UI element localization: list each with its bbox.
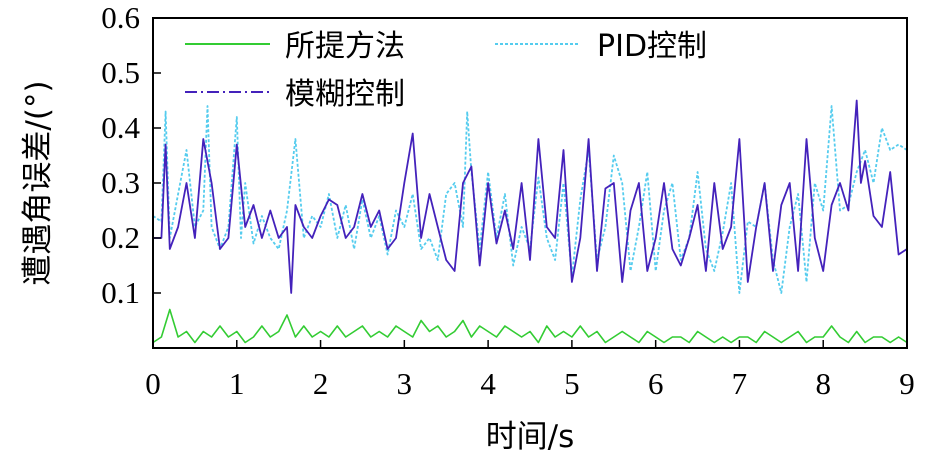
legend: 所提方法 PID控制 模糊控制 xyxy=(185,29,707,112)
x-tick-label: 0 xyxy=(145,366,161,401)
y-tick-labels: 0.1 0.2 0.3 0.4 0.5 0.6 xyxy=(101,0,140,310)
y-tick-label: 0.6 xyxy=(101,0,140,35)
y-axis-title: 遭遇角误差/(°) xyxy=(20,80,56,285)
x-tick-label: 5 xyxy=(564,366,580,401)
x-tick-label: 3 xyxy=(397,366,413,401)
legend-entry-proposed: 所提方法 xyxy=(185,29,405,64)
y-tick-label: 0.5 xyxy=(101,55,140,90)
y-tick-label: 0.4 xyxy=(101,110,140,145)
legend-label-proposed: 所提方法 xyxy=(285,29,405,64)
legend-label-fuzzy: 模糊控制 xyxy=(285,77,405,112)
y-tick-label: 0.3 xyxy=(101,165,140,200)
x-tick-label: 8 xyxy=(815,366,831,401)
x-tick-label: 9 xyxy=(899,366,915,401)
legend-entry-fuzzy: 模糊控制 xyxy=(185,77,405,112)
x-tick-label: 4 xyxy=(480,366,496,401)
x-tick-label: 1 xyxy=(229,366,245,401)
legend-entry-pid: PID控制 xyxy=(495,29,707,64)
plot-lines xyxy=(152,99,908,344)
series-line-fuzzy xyxy=(153,99,908,294)
y-tick-label: 0.2 xyxy=(101,220,140,255)
series-line-proposed xyxy=(152,308,908,344)
x-axis-title: 时间/s xyxy=(486,419,575,455)
plot-frame xyxy=(152,17,908,349)
legend-label-pid: PID控制 xyxy=(597,29,707,64)
tick-marks xyxy=(152,17,908,348)
x-tick-label: 2 xyxy=(313,366,329,401)
x-tick-label: 7 xyxy=(732,366,748,401)
x-tick-labels: 0 1 2 3 4 5 6 7 8 9 xyxy=(145,366,915,401)
series-line-pid xyxy=(152,105,908,294)
x-tick-label: 6 xyxy=(648,366,664,401)
y-tick-label: 0.1 xyxy=(101,275,140,310)
